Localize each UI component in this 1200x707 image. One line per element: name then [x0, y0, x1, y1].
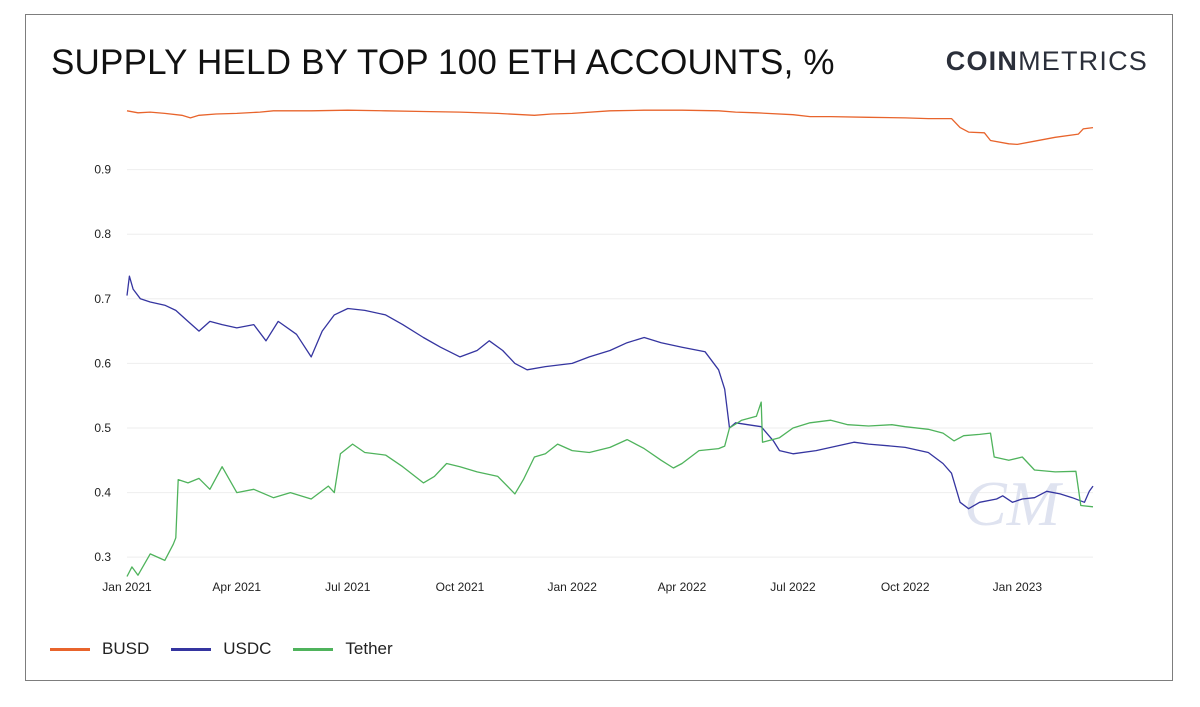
y-tick-label: 0.5 — [94, 421, 111, 435]
chart-title: SUPPLY HELD BY TOP 100 ETH ACCOUNTS, % — [51, 43, 835, 82]
y-tick-label: 0.3 — [94, 550, 111, 564]
y-tick-label: 0.4 — [94, 486, 111, 500]
x-tick-label: Apr 2022 — [658, 580, 707, 594]
legend-label-usdc: USDC — [223, 639, 272, 658]
y-tick-label: 0.6 — [94, 356, 111, 370]
coinmetrics-logo: COINMETRICS — [946, 46, 1148, 77]
series-line-tether — [126, 401, 1094, 577]
chart-frame: SUPPLY HELD BY TOP 100 ETH ACCOUNTS, % C… — [25, 14, 1173, 681]
x-tick-label: Jan 2022 — [547, 580, 597, 594]
x-tick-label: Apr 2021 — [212, 580, 261, 594]
legend: BUSD USDC Tether — [50, 639, 393, 659]
x-tick-label: Jan 2023 — [993, 580, 1043, 594]
series-line-busd — [126, 109, 1094, 146]
y-axis-ticks: 0.3 0.4 0.5 0.6 0.7 0.8 0.9 — [94, 163, 111, 565]
x-tick-label: Jan 2021 — [102, 580, 152, 594]
legend-swatch-usdc — [171, 647, 212, 651]
legend-swatch-busd — [50, 647, 90, 651]
x-tick-label: Jul 2021 — [325, 580, 371, 594]
series-line-usdc — [126, 275, 1094, 510]
y-tick-label: 0.7 — [94, 292, 111, 306]
x-tick-label: Jul 2022 — [770, 580, 816, 594]
watermark-cm: CM — [964, 468, 1064, 539]
logo-light-text: METRICS — [1018, 46, 1148, 76]
legend-swatch-tether — [293, 647, 334, 651]
legend-label-tether: Tether — [345, 639, 393, 658]
x-tick-label: Oct 2022 — [881, 580, 930, 594]
grid-lines — [127, 169, 1093, 558]
x-axis-ticks: Jan 2021 Apr 2021 Jul 2021 Oct 2021 Jan 2022… — [102, 580, 1042, 594]
legend-item-usdc[interactable]: USDC — [171, 639, 271, 659]
y-tick-label: 0.9 — [94, 163, 111, 177]
legend-item-busd[interactable]: BUSD — [50, 639, 149, 659]
legend-label-busd: BUSD — [102, 639, 150, 658]
logo-bold-text: COIN — [945, 46, 1019, 76]
line-chart: 0.3 0.4 0.5 0.6 0.7 0.8 0.9 Jan 2021 Apr 2021 Ju… — [94, 109, 1094, 594]
y-tick-label: 0.8 — [94, 227, 111, 241]
series-lines — [126, 109, 1094, 577]
legend-item-tether[interactable]: Tether — [293, 639, 393, 659]
x-tick-label: Oct 2021 — [436, 580, 485, 594]
